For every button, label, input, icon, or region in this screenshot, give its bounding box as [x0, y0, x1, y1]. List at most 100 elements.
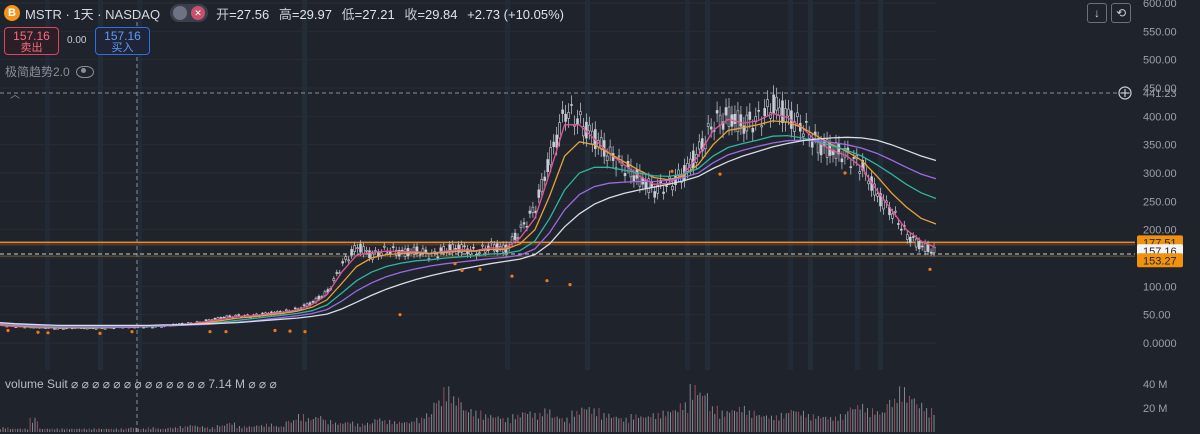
volume-bar — [721, 410, 723, 432]
candle-body — [537, 189, 541, 198]
volume-bar — [206, 427, 208, 432]
candle-body — [724, 107, 728, 116]
sell-button[interactable]: 157.16 卖出 — [4, 27, 59, 55]
volume-bar — [41, 429, 43, 432]
refresh-button[interactable]: ⟲ — [1111, 3, 1131, 23]
volume-bar — [650, 417, 652, 432]
volume-bar — [354, 426, 356, 432]
y-tick-label: 600.00 — [1143, 0, 1177, 10]
volume-bar — [76, 428, 78, 432]
buy-button[interactable]: 157.16 买入 — [95, 27, 150, 55]
indicator-legend[interactable]: 极简趋势2.0 — [5, 63, 94, 80]
volume-bar — [216, 425, 218, 432]
volume-bar — [332, 424, 334, 432]
volume-bar — [115, 428, 117, 432]
eye-icon[interactable] — [75, 65, 94, 78]
volume-bar — [492, 417, 494, 432]
volume-bar — [832, 420, 834, 432]
volume-bar — [660, 418, 662, 432]
volume-bar — [315, 417, 317, 432]
volume-bar — [573, 416, 575, 432]
volume-bar — [199, 427, 201, 432]
highlight-band — [302, 0, 307, 370]
candle-body — [775, 96, 778, 111]
candle-body — [852, 157, 856, 159]
volume-bar — [763, 416, 765, 432]
volume-bar — [805, 417, 807, 432]
volume-bar — [751, 417, 753, 432]
volume-bar — [399, 421, 400, 432]
volume-bar — [738, 406, 740, 432]
volume-bar — [7, 427, 9, 432]
volume-bar — [49, 429, 51, 432]
candle-body — [700, 138, 704, 152]
candle-body — [103, 327, 107, 330]
volume-bar — [566, 417, 568, 432]
volume-bar — [19, 428, 21, 432]
candle-body — [403, 248, 407, 257]
close-icon[interactable]: ✕ — [191, 6, 206, 20]
signal-dot — [303, 330, 307, 334]
candle-body — [478, 252, 481, 254]
volume-bar — [472, 416, 474, 432]
volume-bar — [825, 416, 827, 432]
volume-bar — [108, 429, 110, 432]
candle-body — [867, 180, 871, 185]
close-value: =29.84 — [417, 6, 458, 22]
volume-bar — [443, 387, 445, 432]
volume-bar — [771, 415, 772, 432]
candle-body — [436, 256, 440, 259]
volume-bar — [803, 410, 804, 432]
signal-dot — [273, 328, 277, 333]
volume-bar — [275, 426, 277, 432]
volume-bar — [490, 415, 492, 432]
candle-body — [62, 328, 65, 330]
volume-bar — [128, 428, 130, 432]
volume-bar — [839, 414, 841, 432]
candle-body — [894, 210, 897, 213]
candle-body — [311, 301, 315, 303]
volume-bar — [179, 426, 181, 432]
high-label: 高 — [278, 6, 292, 22]
volume-bar — [638, 417, 639, 432]
volume-bar — [305, 421, 307, 432]
volume-bar — [448, 386, 450, 432]
volume-bar — [652, 413, 654, 432]
signal-dot — [98, 331, 102, 335]
volume-bar — [125, 428, 127, 432]
volume-bar — [389, 420, 391, 432]
volume-bar — [96, 429, 98, 432]
spread-value: 0.00 — [67, 35, 87, 46]
volume-bar — [933, 415, 935, 432]
chevron-up-icon[interactable]: ︿ — [10, 90, 20, 101]
volume-bar — [672, 410, 674, 432]
volume-bar — [404, 422, 405, 432]
visibility-toggle[interactable]: ✕ — [170, 4, 209, 22]
volume-bar — [628, 423, 630, 432]
volume-bar — [615, 416, 617, 432]
volume-bar — [554, 417, 556, 432]
y-tick-label: 50.00 — [1143, 310, 1171, 322]
highlight-band — [878, 0, 883, 370]
download-button[interactable]: ↓ — [1087, 3, 1107, 23]
volume-bar — [633, 419, 634, 432]
volume-bar — [189, 425, 191, 432]
candle-body — [920, 245, 924, 248]
candle-body — [908, 236, 912, 243]
volume-bar — [931, 408, 933, 432]
volume-bar — [145, 429, 147, 432]
volume-bar — [66, 428, 68, 432]
volume-bar — [835, 416, 836, 432]
volume-bar — [758, 415, 760, 432]
volume-bar — [655, 419, 657, 432]
candle-body — [513, 232, 517, 240]
volume-bar — [418, 423, 420, 432]
volume-bar — [209, 429, 211, 432]
volume-bar — [926, 408, 928, 432]
buy-price: 157.16 — [104, 29, 141, 43]
signal-dot — [843, 171, 847, 175]
candle-body — [543, 176, 547, 181]
volume-bar — [610, 418, 612, 432]
highlight-band — [685, 0, 690, 370]
